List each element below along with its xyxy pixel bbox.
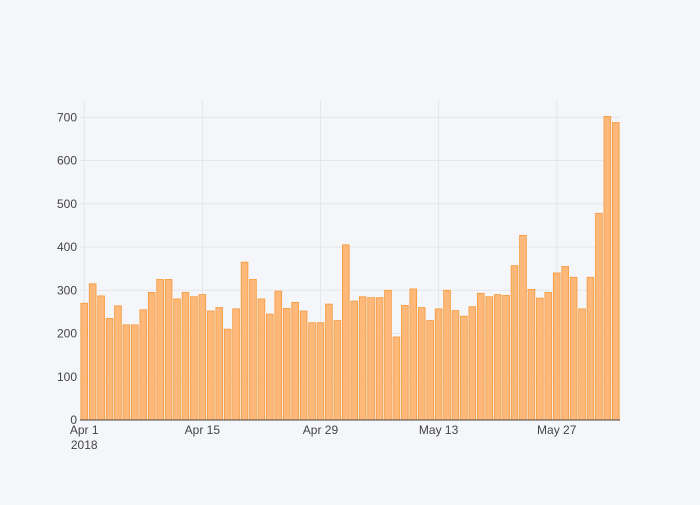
bar <box>257 298 266 421</box>
bar <box>223 328 232 421</box>
bar <box>417 307 426 421</box>
bar <box>299 310 308 421</box>
bar <box>544 292 553 421</box>
bar <box>282 308 291 421</box>
x-tick-label: May 27 <box>537 423 577 437</box>
bar <box>375 297 384 421</box>
bar <box>519 234 527 421</box>
x-tick-label: Apr 1 <box>70 423 99 437</box>
bar <box>308 322 316 421</box>
bar <box>434 308 443 421</box>
bar <box>173 298 181 421</box>
bar <box>198 294 207 421</box>
bar <box>510 265 519 421</box>
bar <box>561 266 569 421</box>
bar <box>215 307 223 421</box>
bar <box>612 122 620 421</box>
bar <box>384 289 392 421</box>
bar <box>367 297 375 421</box>
bar <box>139 309 148 421</box>
bar <box>409 288 418 421</box>
bar <box>603 116 612 421</box>
bar <box>595 212 603 421</box>
bar <box>552 272 561 421</box>
bar <box>266 313 274 421</box>
bar <box>232 308 240 421</box>
y-tick-label: 200 <box>57 327 77 341</box>
bar <box>578 308 586 421</box>
bars <box>80 116 620 421</box>
bar <box>291 301 299 421</box>
bar <box>333 320 342 421</box>
y-tick-label: 600 <box>57 154 77 168</box>
bar <box>122 324 131 421</box>
y-tick-label: 300 <box>57 283 77 297</box>
bar <box>164 279 173 421</box>
x-tick-label: Apr 29 <box>303 423 339 437</box>
bar <box>342 244 350 421</box>
bar <box>392 336 401 421</box>
bar <box>97 295 105 421</box>
bar <box>114 305 122 421</box>
bar <box>274 290 283 421</box>
bar <box>190 296 198 421</box>
bar <box>493 294 502 421</box>
bar <box>477 292 485 421</box>
bar <box>181 292 190 421</box>
bar <box>131 324 139 421</box>
bar <box>325 303 333 421</box>
x-tick-label: May 13 <box>419 423 459 437</box>
y-tick-label: 400 <box>57 240 77 254</box>
bar <box>527 289 536 421</box>
bar <box>249 279 257 421</box>
bar <box>502 295 510 421</box>
bar <box>156 279 164 421</box>
bar <box>460 315 468 421</box>
bar <box>443 289 451 421</box>
x-tick-sublabel: 2018 <box>71 438 98 452</box>
x-tick-label: Apr 15 <box>185 423 221 437</box>
bar <box>485 296 493 421</box>
bar <box>207 310 215 421</box>
y-tick-label: 500 <box>57 197 77 211</box>
bar <box>88 283 97 421</box>
bar <box>426 320 434 421</box>
y-tick-label: 100 <box>57 370 77 384</box>
y-tick-label: 0 <box>70 413 77 427</box>
bar <box>358 296 367 421</box>
bar <box>240 261 249 421</box>
bar <box>586 276 595 421</box>
y-axis-ticks: 0 100 200 300 400 500 600 700 <box>57 110 77 427</box>
bar <box>147 292 156 421</box>
bar <box>451 310 460 421</box>
bar <box>80 302 88 421</box>
bar <box>350 300 358 421</box>
bar <box>105 317 114 421</box>
bar <box>536 297 544 421</box>
bar <box>468 306 477 421</box>
bar <box>316 322 325 421</box>
y-tick-label: 700 <box>57 110 77 124</box>
bar <box>569 276 578 421</box>
bar <box>401 305 409 421</box>
